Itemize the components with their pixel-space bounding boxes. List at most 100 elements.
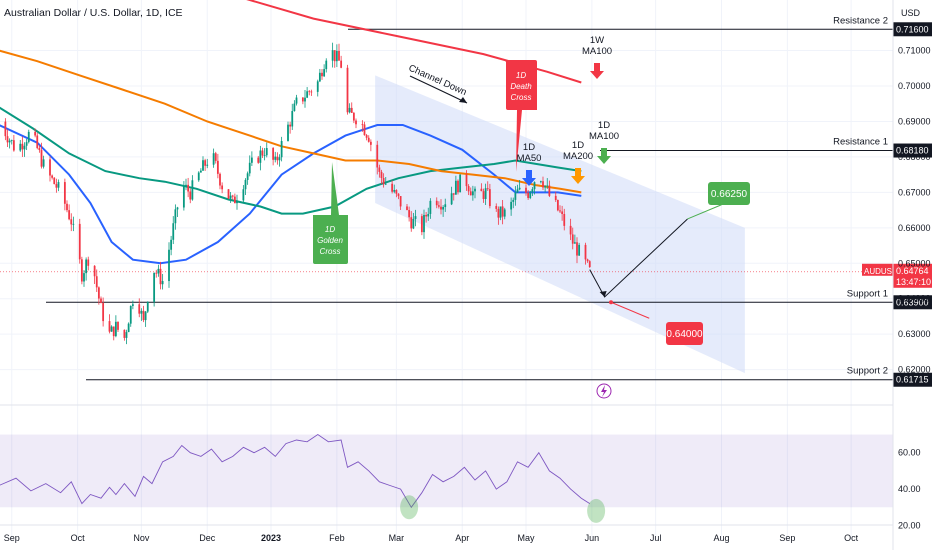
target-up-line xyxy=(687,204,722,220)
candle-body xyxy=(257,157,260,163)
candle-body xyxy=(571,234,574,244)
candle-body xyxy=(248,162,251,174)
candle-body xyxy=(544,185,547,188)
level-price-tag xyxy=(893,372,932,387)
candle-body xyxy=(382,178,385,185)
price-tick-label: 0.69000 xyxy=(898,116,931,126)
candle-body xyxy=(306,91,309,98)
time-tick-label: Jul xyxy=(650,533,662,543)
candle-body xyxy=(206,164,209,166)
ma200-arrow-shaft xyxy=(575,168,581,176)
time-tick-label: Jun xyxy=(585,533,600,543)
candle-body xyxy=(229,195,232,199)
candle-body xyxy=(155,272,158,274)
level-price-label: 0.61715 xyxy=(896,375,929,385)
candle-body xyxy=(393,190,396,192)
candle-body xyxy=(182,186,185,208)
candle-body xyxy=(533,182,536,190)
candle-body xyxy=(212,153,215,165)
candle-body xyxy=(10,140,13,142)
golden-cross-text: Golden xyxy=(317,236,343,245)
candle-body xyxy=(287,124,289,141)
candle-body xyxy=(231,195,234,197)
candle-body xyxy=(380,171,383,179)
candle-body xyxy=(168,249,170,282)
candle-body xyxy=(131,304,134,306)
candle-body xyxy=(97,287,100,299)
candle-body xyxy=(573,242,576,244)
candle-body xyxy=(138,304,141,314)
symbol-tag xyxy=(862,263,893,276)
target-up-box xyxy=(708,182,750,205)
candle-body xyxy=(525,187,527,193)
price-tick-label: 0.67000 xyxy=(898,187,931,197)
candle-body xyxy=(53,177,56,185)
candle-body xyxy=(527,192,530,198)
ma100-arrow-head xyxy=(597,156,611,164)
w-ma100-arrow-shaft xyxy=(594,63,600,71)
candle-body xyxy=(331,50,334,61)
candle-body xyxy=(8,140,11,143)
candle-body xyxy=(501,206,504,217)
candle-body xyxy=(102,303,105,322)
candle-body xyxy=(333,50,336,62)
support-resistance-levels: Resistance 2 0.71600 Resistance 1 0.68180 Su… xyxy=(0,15,932,387)
candle-body xyxy=(516,189,519,193)
candle-body xyxy=(539,181,542,183)
candle-body xyxy=(482,191,485,199)
candle-body xyxy=(272,148,275,160)
candle-body xyxy=(316,81,319,92)
candle-body xyxy=(185,184,187,187)
candle-body xyxy=(191,180,194,200)
candle-body xyxy=(42,159,45,167)
candle-body xyxy=(204,160,207,166)
candle-body xyxy=(440,206,442,210)
candle-body xyxy=(321,72,323,77)
candle-body xyxy=(503,209,506,217)
ma-line-1w-ma100 xyxy=(246,0,582,84)
price-tick-label: 0.65000 xyxy=(898,258,931,268)
candle-body xyxy=(363,124,366,136)
candle-body xyxy=(457,180,459,193)
candle-body xyxy=(140,310,143,314)
ma50-label: MA50 xyxy=(517,153,542,164)
candle-body xyxy=(474,188,476,192)
candle-body xyxy=(308,91,311,93)
rsi-pane: 60.00 40.00 20.00 xyxy=(0,433,921,530)
candle-body xyxy=(66,203,68,211)
ma100-arrow-shaft xyxy=(601,148,607,156)
level-price-label: 0.63900 xyxy=(896,297,929,307)
candle-body xyxy=(361,124,364,126)
candles xyxy=(4,42,591,345)
w-ma100-label: 1W xyxy=(590,35,604,46)
candle-body xyxy=(576,242,578,256)
candle-body xyxy=(437,205,440,207)
candle-body xyxy=(563,213,566,226)
candle-body xyxy=(554,195,557,201)
candle-body xyxy=(399,196,402,207)
candle-body xyxy=(578,244,581,256)
price-tick-label: 0.64000 xyxy=(898,294,931,304)
candle-body xyxy=(348,107,351,113)
level-name: Support 2 xyxy=(847,366,888,377)
ma200-label: MA200 xyxy=(563,151,593,162)
candle-body xyxy=(159,268,162,285)
golden-cross-text: 1D xyxy=(325,225,335,234)
candle-body xyxy=(161,281,164,285)
candle-body xyxy=(72,223,75,225)
time-tick-label: Mar xyxy=(389,533,405,543)
candle-body xyxy=(365,135,368,138)
candle-body xyxy=(423,214,425,233)
candle-body xyxy=(110,326,113,332)
candle-body xyxy=(367,137,370,142)
ma100-label: 1D xyxy=(598,120,610,131)
candle-body xyxy=(259,150,262,163)
candle-body xyxy=(376,144,379,168)
candle-body xyxy=(80,259,83,282)
candle-body xyxy=(12,140,15,151)
ma-line-1d-ma50 xyxy=(0,124,582,265)
ma200-arrow-head xyxy=(571,176,585,184)
candle-body xyxy=(444,204,447,208)
candle-body xyxy=(55,184,58,188)
